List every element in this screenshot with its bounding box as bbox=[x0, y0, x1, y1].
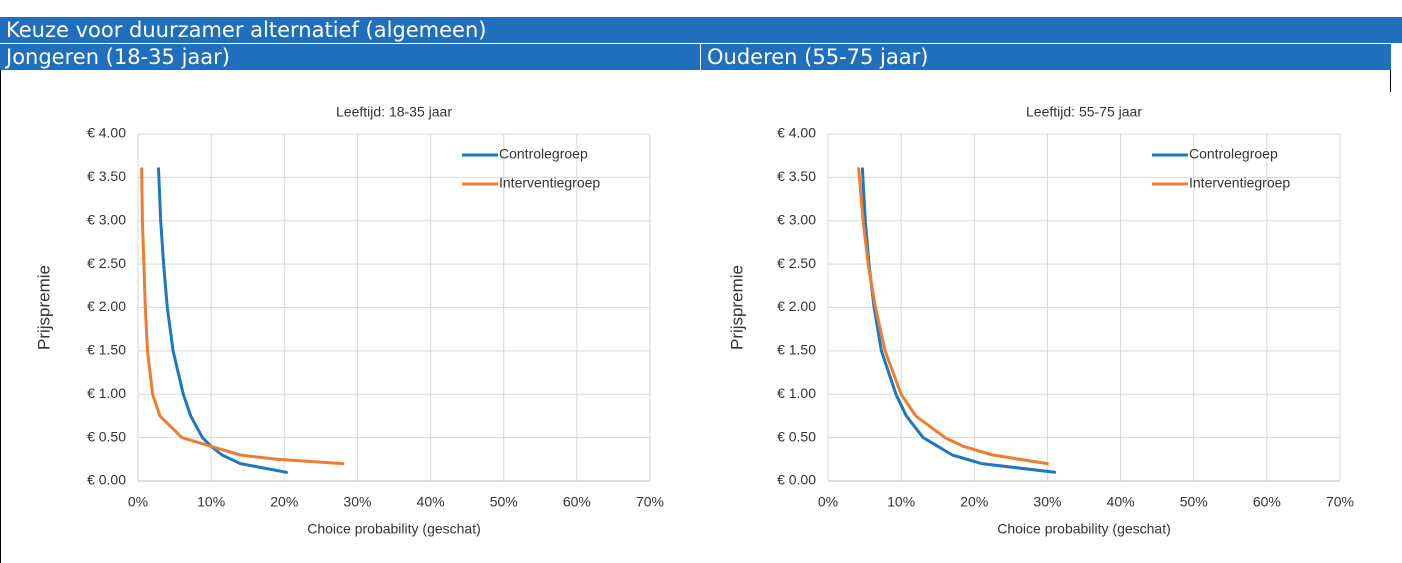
border bbox=[1390, 70, 1391, 92]
legend-label: Controlegroep bbox=[499, 146, 588, 162]
y-tick-label: € 2.00 bbox=[777, 298, 816, 314]
y-tick-label: € 3.50 bbox=[87, 168, 126, 184]
y-axis-label: Prijspremie bbox=[34, 265, 53, 350]
y-tick-label: € 4.00 bbox=[777, 125, 816, 141]
x-tick-label: 0% bbox=[128, 494, 148, 510]
legend-label: Controlegroep bbox=[1189, 146, 1278, 162]
y-tick-label: € 1.00 bbox=[777, 385, 816, 401]
y-tick-label: € 2.50 bbox=[777, 255, 816, 271]
y-tick-label: € 3.00 bbox=[87, 211, 126, 227]
section-title: Keuze voor duurzamer alternatief (algeme… bbox=[0, 17, 1402, 43]
y-tick-label: € 4.00 bbox=[87, 125, 126, 141]
y-tick-label: € 1.50 bbox=[777, 342, 816, 358]
y-tick-label: € 0.00 bbox=[777, 472, 816, 488]
x-tick-label: 30% bbox=[343, 494, 371, 510]
x-tick-label: 0% bbox=[818, 494, 838, 510]
x-tick-label: 20% bbox=[960, 494, 988, 510]
x-tick-label: 20% bbox=[270, 494, 298, 510]
x-tick-label: 70% bbox=[636, 494, 664, 510]
x-tick-label: 30% bbox=[1033, 494, 1061, 510]
column-header: Ouderen (55-75 jaar) bbox=[701, 44, 1391, 70]
y-tick-label: € 2.50 bbox=[87, 255, 126, 271]
x-tick-label: 40% bbox=[417, 494, 445, 510]
x-axis-label: Choice probability (geschat) bbox=[307, 521, 481, 537]
y-tick-label: € 0.50 bbox=[777, 428, 816, 444]
x-tick-label: 50% bbox=[490, 494, 518, 510]
x-tick-label: 60% bbox=[563, 494, 591, 510]
y-tick-label: € 1.00 bbox=[87, 385, 126, 401]
y-tick-label: € 3.00 bbox=[777, 211, 816, 227]
y-tick-label: € 2.00 bbox=[87, 298, 126, 314]
series-line bbox=[157, 167, 288, 474]
legend-label: Interventiegroep bbox=[499, 175, 600, 191]
y-tick-label: € 0.50 bbox=[87, 428, 126, 444]
x-tick-label: 50% bbox=[1180, 494, 1208, 510]
x-tick-label: 40% bbox=[1107, 494, 1135, 510]
y-axis-label: Prijspremie bbox=[727, 265, 746, 350]
x-tick-label: 60% bbox=[1253, 494, 1281, 510]
x-axis-label: Choice probability (geschat) bbox=[997, 521, 1171, 537]
y-tick-label: € 3.50 bbox=[777, 168, 816, 184]
border bbox=[0, 70, 1, 563]
chart-title: Leeftijd: 18-35 jaar bbox=[336, 104, 452, 120]
x-tick-label: 70% bbox=[1326, 494, 1354, 510]
y-tick-label: € 1.50 bbox=[87, 342, 126, 358]
series-line bbox=[857, 167, 1049, 466]
y-tick-label: € 0.00 bbox=[87, 472, 126, 488]
series-line bbox=[860, 167, 1057, 474]
column-header: Jongeren (18-35 jaar) bbox=[0, 44, 701, 70]
series-line bbox=[140, 167, 345, 466]
chart-title: Leeftijd: 55-75 jaar bbox=[1026, 104, 1142, 120]
x-tick-label: 10% bbox=[197, 494, 225, 510]
legend-label: Interventiegroep bbox=[1189, 175, 1290, 191]
x-tick-label: 10% bbox=[887, 494, 915, 510]
